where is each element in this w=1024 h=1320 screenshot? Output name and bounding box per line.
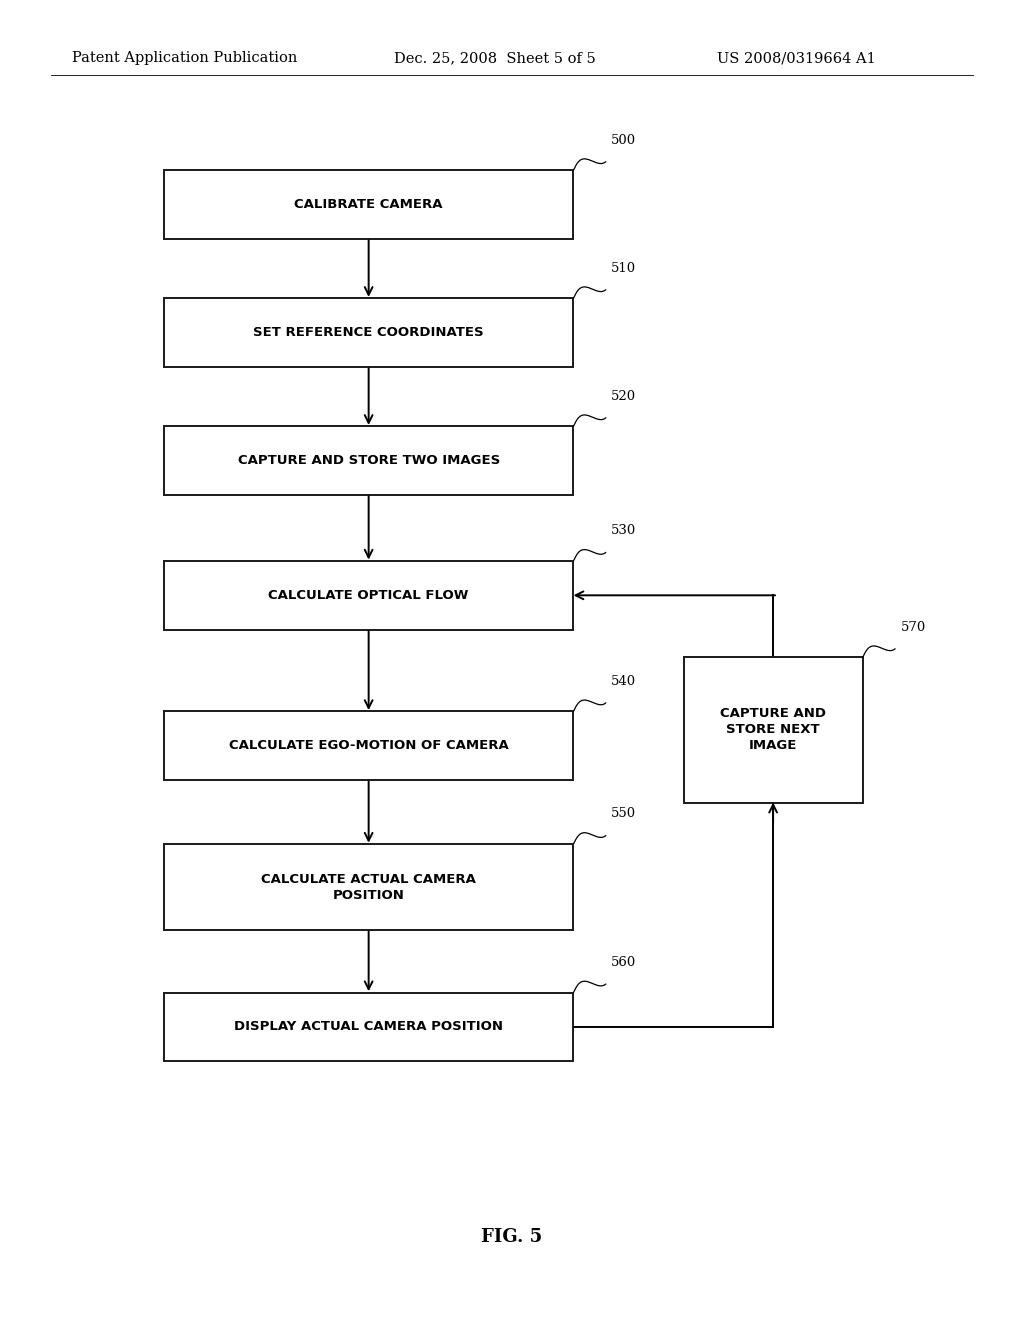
Text: CALCULATE EGO-MOTION OF CAMERA: CALCULATE EGO-MOTION OF CAMERA [228,739,509,752]
Bar [164,711,573,780]
Text: CALCULATE ACTUAL CAMERA
POSITION: CALCULATE ACTUAL CAMERA POSITION [261,873,476,902]
Text: 510: 510 [611,261,637,275]
Bar [164,298,573,367]
Text: CALIBRATE CAMERA: CALIBRATE CAMERA [294,198,443,211]
Bar [164,845,573,929]
Bar [164,561,573,630]
Text: 570: 570 [901,620,926,634]
Text: US 2008/0319664 A1: US 2008/0319664 A1 [717,51,876,65]
Bar [164,170,573,239]
Text: SET REFERENCE COORDINATES: SET REFERENCE COORDINATES [253,326,484,339]
Text: FIG. 5: FIG. 5 [481,1228,543,1246]
Text: 520: 520 [611,389,637,403]
Text: 560: 560 [611,956,637,969]
Text: Patent Application Publication: Patent Application Publication [72,51,297,65]
Text: CAPTURE AND STORE TWO IMAGES: CAPTURE AND STORE TWO IMAGES [238,454,500,467]
Text: DISPLAY ACTUAL CAMERA POSITION: DISPLAY ACTUAL CAMERA POSITION [234,1020,503,1034]
Text: CALCULATE OPTICAL FLOW: CALCULATE OPTICAL FLOW [268,589,469,602]
Text: 500: 500 [611,133,637,147]
Bar [164,993,573,1061]
Text: 530: 530 [611,524,637,537]
Text: 550: 550 [611,808,637,820]
Bar [164,426,573,495]
Text: CAPTURE AND
STORE NEXT
IMAGE: CAPTURE AND STORE NEXT IMAGE [720,708,826,752]
Text: 540: 540 [611,675,637,688]
Bar [684,657,862,803]
Text: Dec. 25, 2008  Sheet 5 of 5: Dec. 25, 2008 Sheet 5 of 5 [394,51,596,65]
